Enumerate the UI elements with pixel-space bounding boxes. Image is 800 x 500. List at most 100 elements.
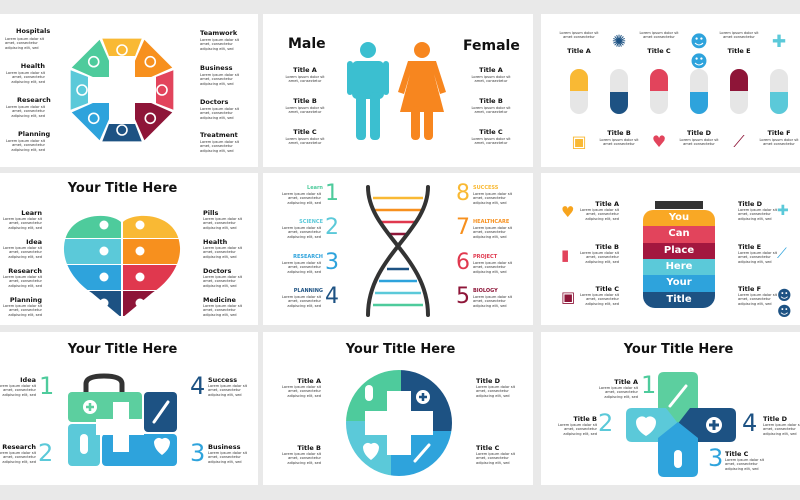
lorem-text: Lorem ipsum dolor sit amet, consectetur …	[5, 105, 45, 118]
lorem-text: Lorem ipsum dolor sit amet, consectetur …	[738, 208, 778, 221]
plus-icon: ✚	[771, 32, 787, 52]
step-label: PLANNING	[293, 288, 323, 294]
step-label: PROJECT	[473, 254, 498, 260]
wheel-segment-handshake-icon	[71, 97, 115, 141]
jar-band: Title	[643, 291, 715, 308]
step-label: HEALTHCARE	[473, 219, 510, 225]
slide-dna[interactable]: 1 Learn Lorem ipsum dolor sit amet, consec…	[263, 173, 533, 325]
label-health: Health	[20, 62, 45, 70]
slide-petal-cross[interactable]: Your Title Here 1 Title A Lorem ipsum dolo…	[541, 332, 800, 485]
briefcase-icon: ▣	[571, 132, 587, 151]
male-title: Title B	[293, 97, 317, 105]
heart-label-left: Research	[8, 267, 42, 275]
briefcase-icon	[135, 298, 145, 308]
pill-title: Title D	[686, 129, 712, 137]
people-icon	[135, 272, 145, 282]
pill-half	[650, 69, 668, 91]
lorem-text: Lorem ipsum dolor sit amet, consectetur …	[725, 458, 765, 471]
lorem-text: Lorem ipsum dolor sit amet, consectetur …	[579, 293, 619, 306]
lorem-text: Lorem ipsum dolor sit amet, consectetur …	[476, 385, 516, 398]
lorem-text: Lorem ipsum dolor sit amet, consectetur …	[598, 386, 638, 399]
jar-word: Place	[663, 244, 695, 256]
heart-label-right: Medicine	[203, 296, 236, 304]
heart-segment-plus-icon	[123, 239, 181, 264]
slide-heart[interactable]: Your Title Here Learn Lorem ipsum dolor s…	[0, 173, 258, 325]
step-number: 4	[190, 372, 206, 400]
wheel-segment-people-icon	[129, 39, 173, 83]
label-research: Research	[17, 96, 51, 104]
lorem-text: Lorem ipsum dolor sit amet, consectetur …	[203, 246, 243, 259]
kit-label: Idea	[20, 376, 36, 384]
circle-title: Title D	[476, 377, 501, 385]
jar-lid	[655, 201, 703, 209]
slide-pills[interactable]: Lorem ipsum dolor sit amet consectetur Ti…	[541, 14, 800, 167]
kit-label: Success	[208, 376, 238, 384]
slide-jar[interactable]: You Can Place Here Your Title Title A Lorem ip…	[541, 173, 800, 325]
pill-title: Title C	[647, 47, 671, 55]
lorem-text: Lorem ipsum dolor sit amet, consectetur …	[0, 384, 36, 397]
heart-segment-heart-icon	[63, 239, 121, 264]
label-hospitals: Hospitals	[16, 27, 51, 35]
title-left: Title A	[595, 200, 619, 208]
step-number: 2	[325, 215, 339, 240]
lorem-text: Lorem ipsum dolor sit amet consectetur	[719, 31, 759, 40]
lorem-text: Lorem ipsum dolor sit amet, consectetur …	[281, 261, 321, 274]
slide-male-female[interactable]: Male Female Title A Lorem ipsum dolor sit…	[263, 14, 533, 167]
heart-segment-lightbulb-icon	[63, 291, 121, 316]
title-right: Title D	[738, 200, 763, 208]
petal-title: Title A	[614, 378, 638, 386]
step-label: BIOLOGY	[473, 288, 498, 294]
medical-kit-icon	[68, 373, 177, 466]
jar-band: Place	[643, 242, 715, 259]
people-icon: ☻☻	[690, 32, 708, 72]
lorem-text: Lorem ipsum dolor sit amet, consectetur …	[281, 385, 321, 398]
step-number: 3	[325, 250, 339, 275]
slide-medical-wheel[interactable]: Hospitals Lorem ipsum dolor sit amet, co…	[0, 14, 258, 167]
lorem-text: Lorem ipsum dolor sit amet, consectetur …	[473, 261, 513, 274]
heart-icon: ♥	[561, 203, 575, 221]
lorem-text: Lorem ipsum dolor sit amet consectetur	[599, 138, 639, 147]
pill-icon	[116, 124, 128, 136]
slide-circle-cross[interactable]: Your Title Here Title A Lorem ipsum dolor…	[263, 332, 533, 485]
petal-title: Title D	[763, 415, 788, 423]
slide-medical-kit[interactable]: Your Title Here Idea Lorem ipsum dolor si…	[0, 332, 258, 485]
lorem-text: Lorem ipsum dolor sit amet, consectetur …	[5, 71, 45, 84]
lorem-text: Lorem ipsum dolor sit amet, consectetur	[285, 137, 325, 146]
heart-label-left: Planning	[9, 296, 42, 304]
pill-capsule	[770, 69, 788, 114]
plus-icon: ✚	[777, 203, 789, 219]
lorem-text: Lorem ipsum dolor sit amet consectetur	[759, 138, 799, 147]
jar-band: Here	[643, 258, 715, 276]
pill-capsule	[650, 69, 668, 114]
step-number: 6	[456, 250, 470, 275]
lorem-text: Lorem ipsum dolor sit amet, consectetur	[471, 75, 511, 84]
wheel-segment-thermometer-icon	[129, 97, 173, 141]
heart-label-right: Pills	[203, 209, 219, 217]
slide-title: Your Title Here	[67, 181, 178, 196]
lorem-text: Lorem ipsum dolor sit amet, consectetur …	[200, 140, 240, 153]
jar-word: Here	[665, 260, 693, 272]
lorem-text: Lorem ipsum dolor sit amet, consectetur …	[203, 304, 243, 317]
wheel-segment-lightbulb-icon	[102, 38, 142, 74]
pill-capsule	[610, 69, 628, 114]
cross-shape	[88, 77, 156, 103]
lorem-text: Lorem ipsum dolor sit amet consectetur	[639, 31, 679, 40]
lorem-text: Lorem ipsum dolor sit amet, consectetur …	[203, 275, 243, 288]
pill-capsule	[690, 69, 708, 114]
lorem-text: Lorem ipsum dolor sit amet, consectetur …	[2, 217, 42, 230]
title-right: Title E	[738, 243, 762, 251]
lorem-text: Lorem ipsum dolor sit amet, consectetur …	[200, 38, 240, 51]
lorem-text: Lorem ipsum dolor sit amet, consectetur …	[200, 73, 240, 86]
petal-title: Title C	[725, 450, 749, 458]
male-title: Title C	[293, 128, 317, 136]
lorem-text: Lorem ipsum dolor sit amet, consectetur	[285, 75, 325, 84]
step-label: SUCCESS	[473, 185, 499, 191]
lightbulb-icon	[99, 298, 109, 308]
lorem-text: Lorem ipsum dolor sit amet, consectetur …	[2, 304, 42, 317]
heart-icon	[99, 246, 109, 256]
jar-word: Title	[666, 293, 692, 305]
female-title: Title A	[479, 66, 503, 74]
lorem-text: Lorem ipsum dolor sit amet, consectetur …	[208, 384, 248, 397]
label-teamwork: Teamwork	[200, 29, 238, 37]
heart-label-left: Learn	[21, 209, 42, 217]
